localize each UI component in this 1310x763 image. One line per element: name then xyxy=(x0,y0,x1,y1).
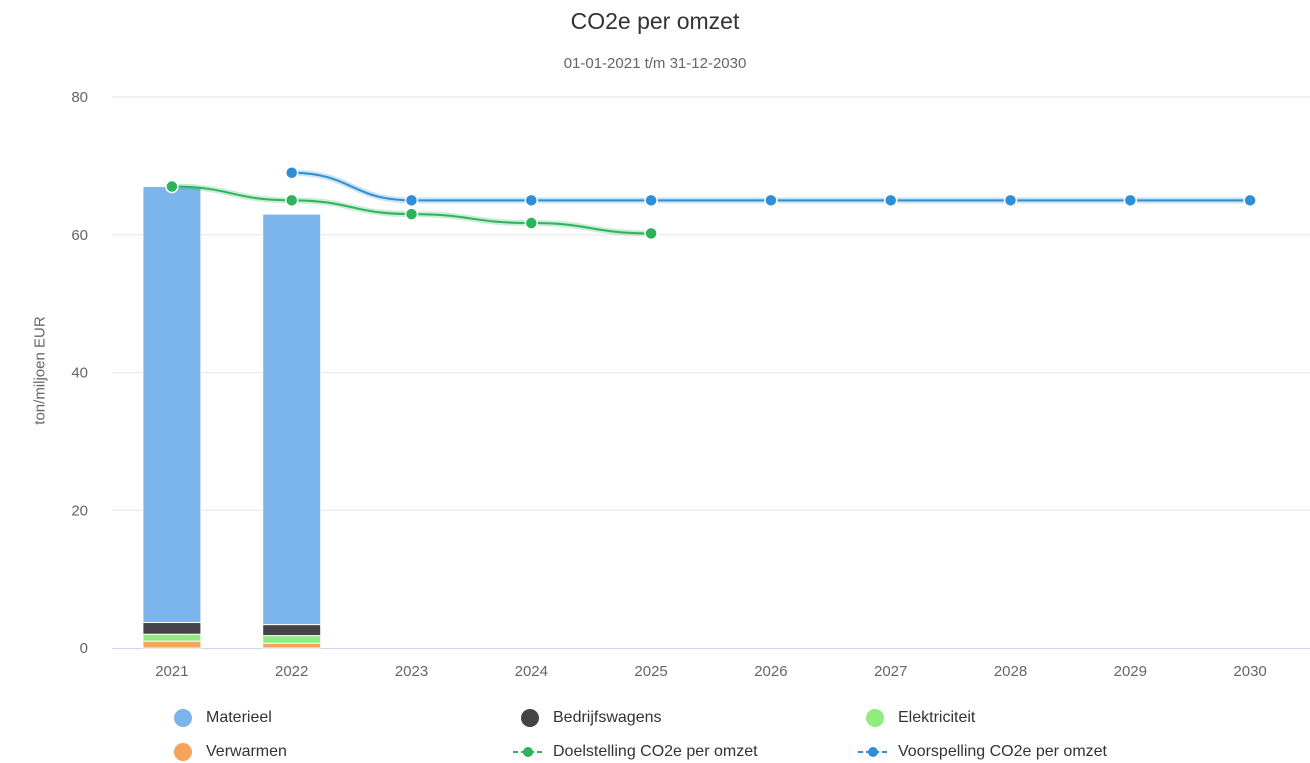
legend-label: Voorspelling CO2e per omzet xyxy=(898,743,1107,760)
legend-label: Verwarmen xyxy=(206,743,287,760)
chart-legend: Materieel Bedrijfswagens Elektriciteit V… xyxy=(0,707,1310,763)
chart-title: CO2e per omzet xyxy=(570,8,740,34)
series-point xyxy=(644,226,658,241)
bar-segment xyxy=(262,213,322,626)
legend-marker-icon xyxy=(866,709,884,727)
legend-line-marker-icon xyxy=(858,747,888,757)
bar-segment xyxy=(142,622,202,635)
y-tick-label: 20 xyxy=(71,502,88,519)
series-point xyxy=(644,193,658,208)
chart-plot-area: 0 20 40 60 80 2021 2022 2023 2024 2025 2026 2027 202… xyxy=(71,89,1310,680)
series-point xyxy=(764,193,778,208)
y-tick-label: 60 xyxy=(71,227,88,244)
x-tick-label: 2022 xyxy=(275,663,308,680)
legend-label: Elektriciteit xyxy=(898,709,976,726)
legend-marker-icon xyxy=(174,709,192,727)
series-point xyxy=(404,193,419,208)
x-tick-label: 2029 xyxy=(1114,663,1147,680)
x-tick-label: 2024 xyxy=(515,663,548,680)
legend-line-marker-icon xyxy=(513,747,543,757)
x-tick-label: 2023 xyxy=(395,663,428,680)
series-point xyxy=(524,216,539,230)
legend-marker-icon xyxy=(174,743,192,761)
series-point xyxy=(165,179,179,194)
series-point xyxy=(284,193,299,208)
x-tick-label: 2021 xyxy=(155,663,188,680)
series-point xyxy=(1003,193,1018,208)
x-tick-label: 2030 xyxy=(1233,663,1266,680)
legend-label: Bedrijfswagens xyxy=(553,709,662,726)
series-point xyxy=(1243,193,1257,208)
bar-segment xyxy=(142,186,202,624)
x-tick-label: 2025 xyxy=(634,663,667,680)
x-tick-label: 2027 xyxy=(874,663,907,680)
legend-label: Doelstelling CO2e per omzet xyxy=(553,743,758,760)
bar-segment xyxy=(142,633,202,642)
legend-label: Materieel xyxy=(206,709,272,726)
series-point xyxy=(284,166,299,180)
y-tick-label: 80 xyxy=(71,89,88,106)
x-tick-label: 2028 xyxy=(994,663,1027,680)
series-point xyxy=(524,193,539,208)
bar-segment xyxy=(262,642,322,649)
series-point xyxy=(883,193,898,208)
series-point xyxy=(1123,193,1138,208)
series-point xyxy=(404,207,419,221)
y-tick-label: 0 xyxy=(80,640,88,657)
x-tick-label: 2026 xyxy=(754,663,787,680)
bar-segment xyxy=(262,635,322,644)
y-tick-label: 40 xyxy=(71,365,88,382)
chart-subtitle: 01-01-2021 t/m 31-12-2030 xyxy=(563,55,747,72)
bar-segment xyxy=(142,640,202,649)
bar-segment xyxy=(262,624,322,637)
legend-marker-icon xyxy=(521,709,539,727)
